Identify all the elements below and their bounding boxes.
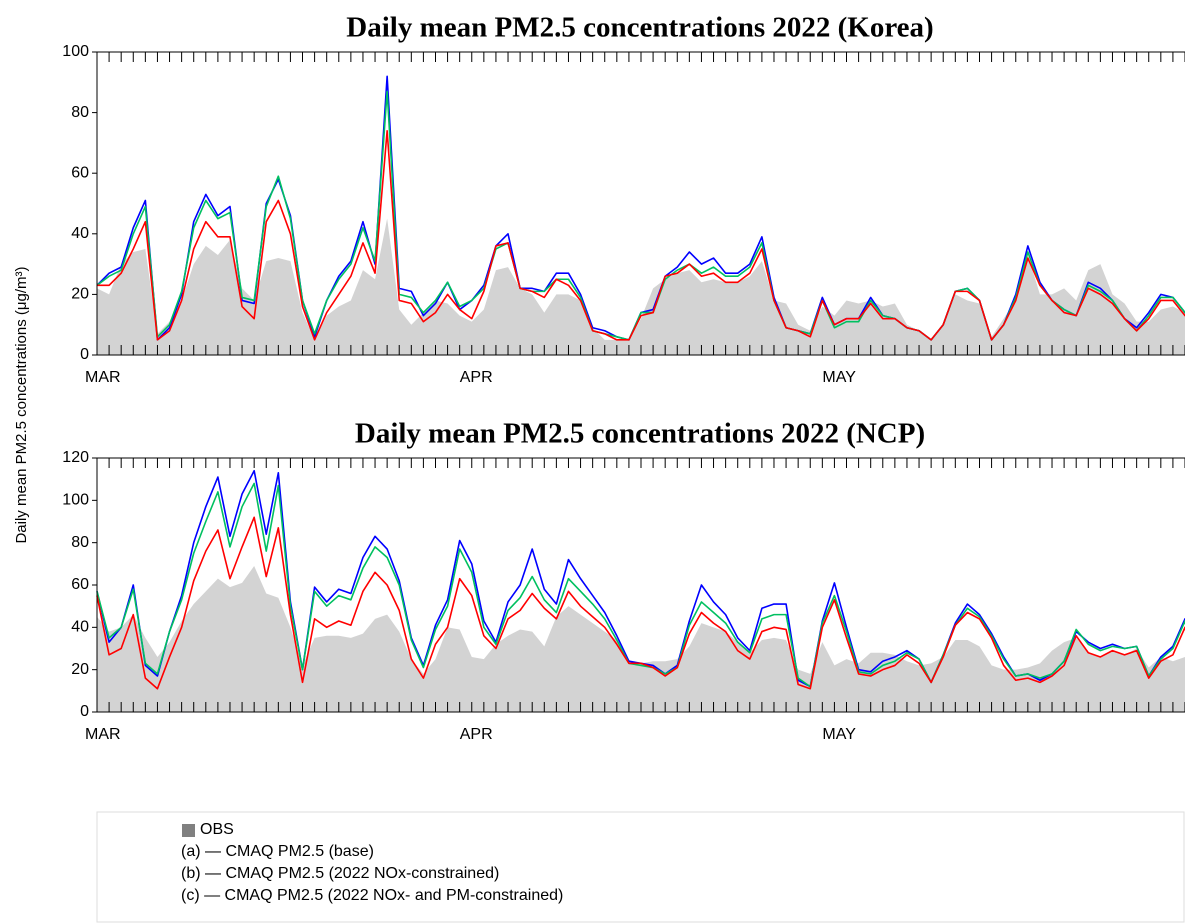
y-axis-label: Daily mean PM2.5 concentrations (μg/m³) bbox=[13, 266, 30, 543]
x-tick-label: APR bbox=[460, 369, 493, 386]
x-tick-label: MAR bbox=[85, 369, 121, 386]
y-tick-label: 80 bbox=[71, 104, 89, 121]
y-tick-label: 80 bbox=[71, 534, 89, 551]
chart-title: Daily mean PM2.5 concentrations 2022 (Ko… bbox=[346, 12, 933, 44]
y-tick-label: 20 bbox=[71, 661, 89, 678]
legend-label: (b) — CMAQ PM2.5 (2022 NOx-constrained) bbox=[181, 865, 499, 882]
y-tick-label: 100 bbox=[62, 492, 89, 509]
y-tick-label: 60 bbox=[71, 164, 89, 181]
y-tick-label: 0 bbox=[80, 346, 89, 363]
obs-area bbox=[97, 565, 1185, 712]
x-tick-label: MAY bbox=[822, 369, 856, 386]
series-line bbox=[96, 516, 1185, 690]
series-line bbox=[96, 482, 1185, 688]
y-tick-label: 100 bbox=[62, 43, 89, 60]
obs-area bbox=[97, 218, 1185, 355]
y-tick-label: 60 bbox=[71, 576, 89, 593]
y-tick-label: 40 bbox=[71, 619, 89, 636]
x-tick-label: APR bbox=[460, 726, 493, 743]
chart-title: Daily mean PM2.5 concentrations 2022 (NC… bbox=[355, 418, 925, 450]
x-tick-label: MAY bbox=[822, 726, 856, 743]
legend-label: (c) — CMAQ PM2.5 (2022 NOx- and PM-const… bbox=[181, 887, 563, 904]
x-tick-label: MAR bbox=[85, 726, 121, 743]
series-line bbox=[97, 129, 1185, 341]
y-tick-label: 20 bbox=[71, 286, 89, 303]
legend-box bbox=[96, 811, 1185, 923]
y-tick-label: 120 bbox=[62, 449, 89, 466]
y-tick-label: 0 bbox=[80, 703, 89, 720]
y-tick-label: 40 bbox=[71, 225, 89, 242]
series-line bbox=[96, 90, 1185, 341]
legend-swatch bbox=[182, 824, 195, 837]
legend-label: OBS bbox=[200, 821, 234, 838]
legend-label: (a) — CMAQ PM2.5 (base) bbox=[181, 843, 374, 860]
